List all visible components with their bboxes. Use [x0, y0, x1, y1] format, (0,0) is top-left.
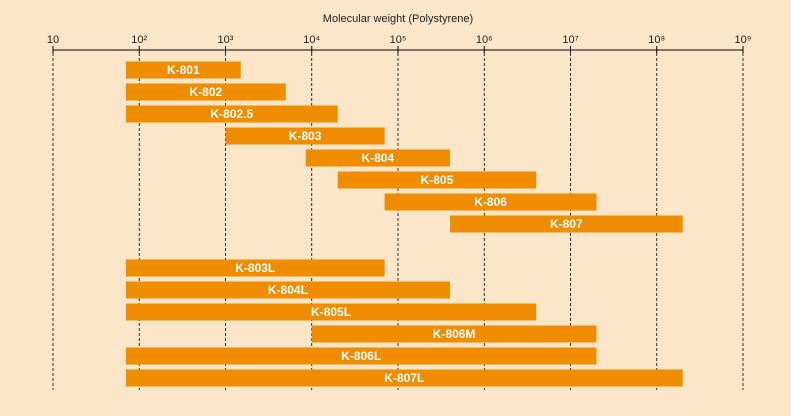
bar: [337, 171, 537, 189]
x-tick-label: 10: [47, 34, 59, 46]
bar: [125, 61, 241, 79]
bar: [449, 215, 683, 233]
bar: [125, 83, 286, 101]
bar: [125, 347, 597, 365]
bar: [125, 369, 683, 387]
bar-label: K-805: [421, 173, 454, 187]
x-tick-label: 10⁸: [648, 34, 665, 46]
x-tick-label: 10⁵: [390, 34, 407, 46]
bar: [125, 303, 537, 321]
bar-label: K-807L: [384, 371, 424, 385]
bar-label: K-802.5: [210, 107, 253, 121]
bar: [311, 325, 597, 343]
x-tick-label: 10³: [218, 34, 234, 46]
x-tick-label: 10⁶: [476, 34, 493, 46]
bar-label: K-803L: [235, 261, 275, 275]
bar: [125, 259, 385, 277]
bar: [305, 149, 450, 167]
bar-label: K-807: [550, 217, 583, 231]
bar-label: K-801: [167, 63, 200, 77]
bar-label: K-805L: [311, 305, 351, 319]
bar: [125, 281, 450, 299]
bar-label: K-802: [189, 85, 222, 99]
x-tick-label: 10⁹: [735, 34, 752, 46]
chart-title: Molecular weight (Polystyrene): [323, 13, 473, 25]
bar-label: K-803: [289, 129, 322, 143]
bar: [225, 127, 385, 145]
bar-label: K-804: [361, 151, 394, 165]
bar: [125, 105, 338, 123]
bar-label: K-806: [474, 195, 507, 209]
bar-label: K-806M: [433, 327, 476, 341]
x-tick-label: 10⁴: [303, 34, 320, 46]
bar-label: K-806L: [341, 349, 381, 363]
x-tick-label: 10²: [131, 34, 147, 46]
x-tick-label: 10⁷: [562, 34, 578, 46]
bar-label: K-804L: [268, 283, 308, 297]
bar: [384, 193, 597, 211]
